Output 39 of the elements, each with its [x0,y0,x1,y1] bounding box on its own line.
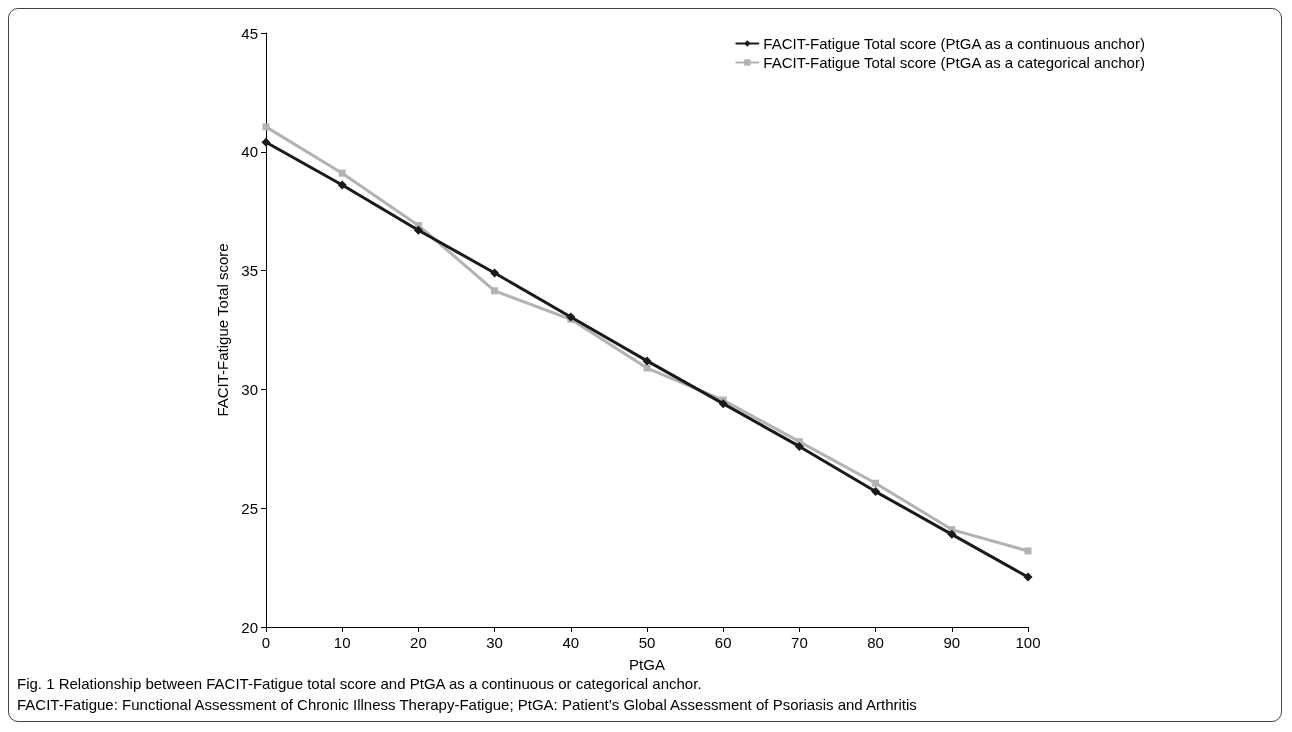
x-tick-label: 70 [791,634,808,651]
point [947,529,957,539]
point [794,441,804,451]
x-tick-label: 30 [486,634,503,651]
y-tick-label: 35 [241,262,258,280]
point [261,137,271,147]
y-tick-label: 40 [241,143,258,161]
x-tick-label: 40 [562,634,580,651]
point [718,399,728,409]
point [413,225,423,235]
y-tick-label: 25 [241,499,258,517]
legend-label: FACIT-Fatigue Total score (PtGA as a continuous anchor) [763,35,1145,52]
point [642,356,652,366]
x-tick-label: 100 [1015,634,1041,651]
y-tick-label: 20 [241,618,258,636]
x-tick-label: 80 [867,634,884,651]
y-tick-label: 30 [241,380,258,398]
point [871,487,881,497]
point [262,123,270,131]
point [337,180,347,190]
point [1023,572,1033,582]
y-tick-label: 45 [241,24,258,42]
x-tick-label: 20 [410,634,427,651]
point [338,169,346,177]
x-tick-label: 60 [714,634,732,651]
point [1024,547,1032,555]
point [491,287,499,295]
legend-label: FACIT-Fatigue Total score (PtGA as a categorical anchor) [763,54,1145,71]
point [643,364,651,372]
x-tick-label: 90 [943,634,961,651]
text: FACIT-Fatigue: Functional Assessment of Chronic Illness Therapy-Fatigue; PtGA: Patient’s Global Assessment of Psoriasis and Arthritis [17,695,917,715]
x-axis-title: PtGA [629,656,665,673]
x-tick-label: 50 [638,634,656,651]
x-tick-label: 0 [261,634,271,651]
point [872,479,880,487]
caption: Fig. 1 Relationship between FACIT-Fatigue total score and PtGA as a continuous or categorical anchor. [17,674,703,694]
y-axis-title: FACIT-Fatigue Total score [214,243,232,417]
point [490,268,500,278]
x-tick-label: 10 [333,634,351,651]
